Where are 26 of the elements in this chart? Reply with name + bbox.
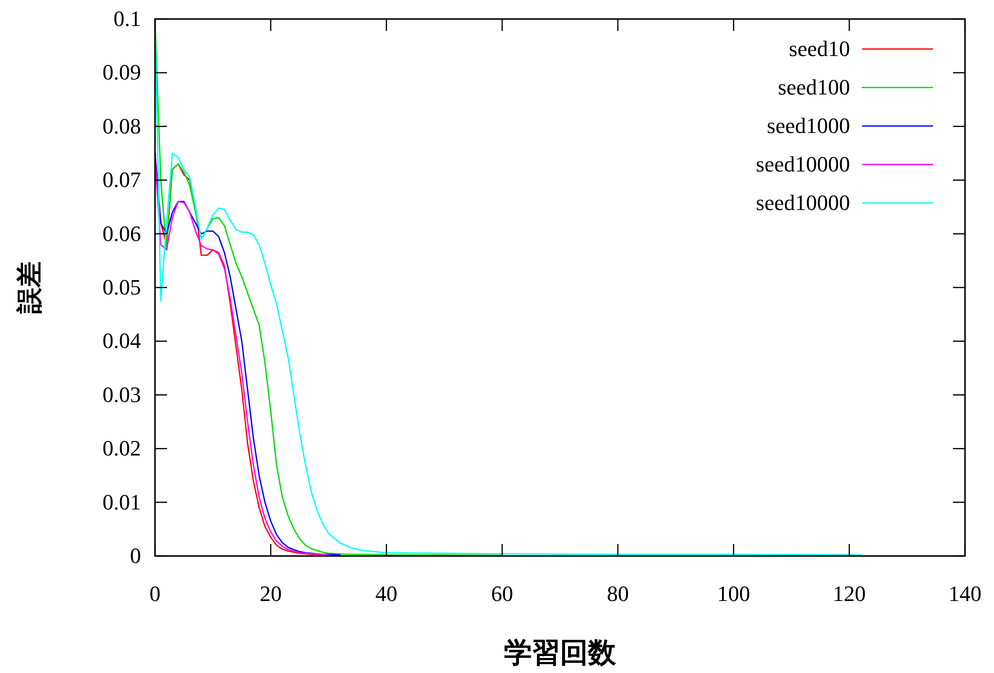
y-tick-label: 0.06	[102, 220, 141, 246]
x-tick-label: 0	[150, 581, 160, 606]
y-tick-label: 0.1	[114, 6, 141, 31]
legend-label: seed10000	[756, 190, 850, 215]
x-tick-label: 100	[717, 581, 750, 606]
x-tick-label: 120	[832, 581, 866, 606]
y-tick-label: 0.04	[102, 328, 141, 354]
x-tick-label: 40	[375, 581, 398, 606]
legend-label: seed1000	[766, 113, 850, 138]
y-tick-label: 0.05	[102, 274, 141, 300]
y-tick-label: 0.03	[102, 382, 141, 407]
y-tick-label: 0.09	[102, 60, 141, 85]
y-tick-label: 0	[130, 543, 141, 568]
y-tick-label: 0.01	[102, 489, 141, 514]
y-axis-title: 誤差	[15, 262, 44, 314]
x-tick-label: 20	[260, 581, 282, 606]
x-tick-label: 140	[948, 581, 982, 606]
legend-label: seed10000	[756, 152, 850, 176]
x-axis-title: 学習回数	[504, 638, 617, 669]
y-tick-label: 0.07	[102, 167, 141, 192]
x-tick-label: 80	[606, 581, 629, 606]
y-tick-label: 0.02	[102, 436, 141, 461]
y-tick-label: 0.08	[102, 113, 141, 138]
legend-label: seed100	[778, 74, 850, 100]
x-tick-label: 60	[491, 581, 514, 606]
legend-label: seed10	[788, 36, 850, 61]
